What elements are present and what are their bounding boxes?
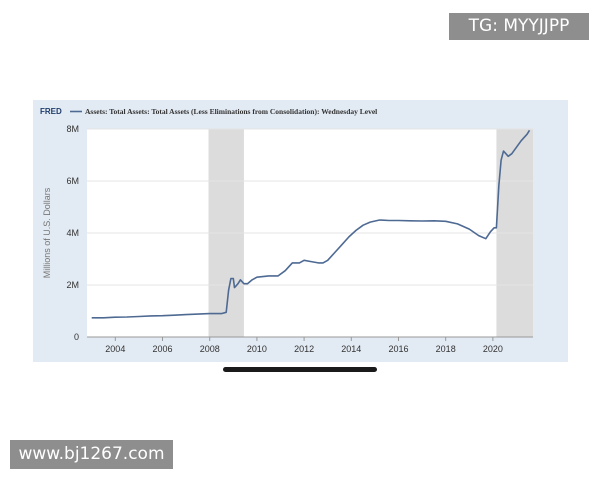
x-tick-label: 2018 [436,344,456,354]
home-indicator-bar[interactable] [223,367,377,372]
fred-logo: FRED [40,107,62,116]
x-axis-ticks: 2004 2006 2008 2010 2012 2014 2016 2018 2020 [105,337,503,354]
x-tick-label: 2012 [294,344,314,354]
gridlines [87,128,533,338]
x-tick-label: 2006 [152,344,172,354]
y-tick-label: 8M [66,124,79,134]
chart-title: Assets: Total Assets: Total Assets (Less… [85,107,377,116]
top-watermark: TG: MYYJJPP [449,13,589,40]
y-axis-ticks: 0 2M 4M 6M 8M [66,124,79,342]
x-tick-label: 2014 [341,344,361,354]
bottom-watermark: www.bj1267.com [10,440,173,469]
x-tick-label: 2016 [388,344,408,354]
x-tick-label: 2010 [247,344,267,354]
y-tick-label: 0 [74,332,79,342]
y-tick-label: 4M [66,228,79,238]
y-tick-label: 6M [66,176,79,186]
x-tick-label: 2004 [105,344,125,354]
fred-legend: FRED Assets: Total Assets: Total Assets … [40,107,377,116]
x-tick-label: 2020 [483,344,503,354]
series-line-total-assets [91,129,531,319]
x-tick-label: 2008 [200,344,220,354]
y-axis-label: Millions of U.S. Dollars [42,187,52,278]
y-tick-label: 2M [66,280,79,290]
